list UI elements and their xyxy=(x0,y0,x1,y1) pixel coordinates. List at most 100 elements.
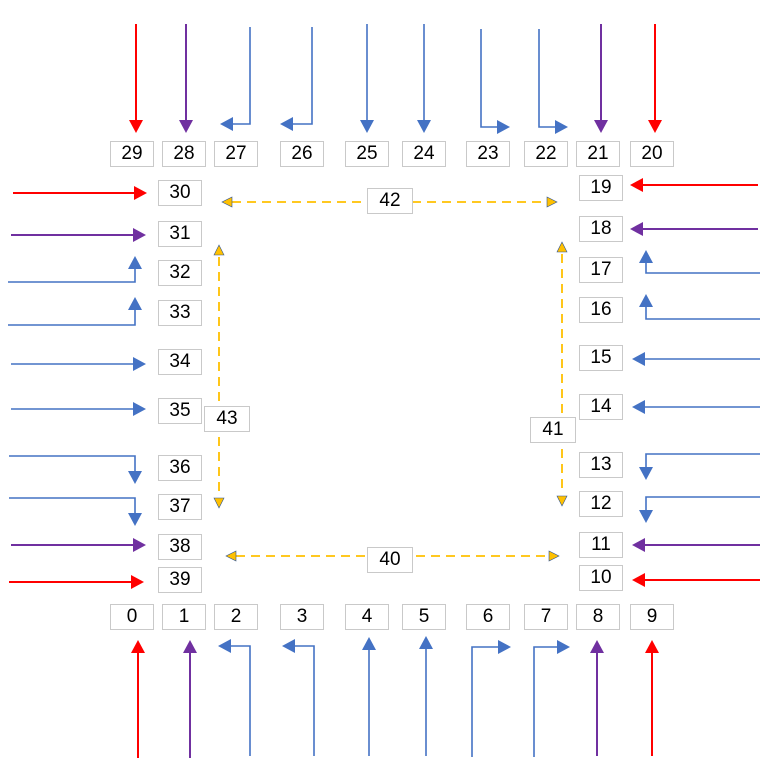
node-37: 37 xyxy=(158,494,202,520)
node-22: 22 xyxy=(524,141,568,167)
conflict-40-right-head xyxy=(548,550,560,562)
arrow-to-6-head xyxy=(498,640,511,654)
conflict-41-down-head xyxy=(556,495,568,507)
node-8: 8 xyxy=(576,604,620,630)
arrow-to-33 xyxy=(8,309,136,326)
node-23: 23 xyxy=(466,141,510,167)
conflict-40-left-head xyxy=(225,550,237,562)
arrow-to-7 xyxy=(533,646,558,757)
node-13: 13 xyxy=(579,452,623,478)
node-34: 34 xyxy=(158,349,202,375)
arrow-to-1-head xyxy=(183,640,197,653)
arrow-to-22-head xyxy=(555,120,568,134)
arrow-to-29-head xyxy=(129,120,143,133)
conflict-41-up-head xyxy=(556,241,568,253)
arrow-to-4-head xyxy=(362,637,376,650)
arrow-to-8-head xyxy=(590,640,604,653)
arrow-to-35-head xyxy=(133,402,146,416)
arrow-to-16-head xyxy=(639,294,653,307)
arrow-to-28-head xyxy=(179,120,193,133)
arrow-to-27 xyxy=(232,27,251,125)
node-14: 14 xyxy=(579,394,623,420)
arrow-to-23-head xyxy=(497,120,510,134)
node-41: 41 xyxy=(530,417,576,443)
arrow-to-13-head xyxy=(639,467,653,480)
arrow-to-27-head xyxy=(220,117,233,131)
arrow-to-34-head xyxy=(133,357,146,371)
arrow-to-39-head xyxy=(131,575,144,589)
arrow-to-2-head xyxy=(218,639,231,653)
node-43: 43 xyxy=(204,406,250,432)
node-17: 17 xyxy=(579,257,623,283)
arrow-to-17-head xyxy=(639,250,653,263)
node-2: 2 xyxy=(214,604,258,630)
arrow-to-24-head xyxy=(417,120,431,133)
arrow-to-3 xyxy=(294,645,315,756)
conflict-43-up-head xyxy=(213,244,225,256)
arrow-to-3-head xyxy=(282,639,295,653)
node-11: 11 xyxy=(579,532,623,558)
arrow-to-2 xyxy=(230,645,251,756)
node-28: 28 xyxy=(162,141,206,167)
arrow-to-15-head xyxy=(632,352,645,366)
node-19: 19 xyxy=(579,175,623,201)
node-27: 27 xyxy=(214,141,258,167)
node-1: 1 xyxy=(162,604,206,630)
arrow-to-21-head xyxy=(594,120,608,133)
arrow-to-14-head xyxy=(632,400,645,414)
arrow-to-5-head xyxy=(419,636,433,649)
node-16: 16 xyxy=(579,297,623,323)
node-40: 40 xyxy=(367,547,413,573)
arrow-to-20-head xyxy=(648,120,662,133)
arrow-to-32 xyxy=(8,268,136,283)
arrow-to-37 xyxy=(9,497,136,514)
arrow-to-0-head xyxy=(131,640,145,653)
node-3: 3 xyxy=(280,604,324,630)
arrow-to-18-head xyxy=(630,222,643,236)
node-35: 35 xyxy=(158,398,202,424)
node-10: 10 xyxy=(579,565,623,591)
node-20: 20 xyxy=(630,141,674,167)
arrow-to-19-head xyxy=(630,178,643,192)
node-18: 18 xyxy=(579,216,623,242)
node-38: 38 xyxy=(158,534,202,560)
arrow-to-17 xyxy=(645,262,760,274)
arrow-to-25-head xyxy=(360,120,374,133)
node-7: 7 xyxy=(524,604,568,630)
node-21: 21 xyxy=(576,141,620,167)
arrow-to-32-head xyxy=(128,256,142,269)
conflict-42-right-head xyxy=(546,196,558,208)
arrow-to-37-head xyxy=(128,513,142,526)
arrow-to-6 xyxy=(471,646,499,757)
node-32: 32 xyxy=(158,260,202,286)
node-36: 36 xyxy=(158,455,202,481)
arrow-to-12 xyxy=(645,496,760,511)
conflict-43-down-head xyxy=(213,497,225,509)
arrow-to-36 xyxy=(9,455,136,472)
arrow-to-22 xyxy=(538,29,556,128)
node-6: 6 xyxy=(466,604,510,630)
node-12: 12 xyxy=(579,491,623,517)
conflict-42-left-head xyxy=(221,196,233,208)
node-15: 15 xyxy=(579,345,623,371)
arrow-to-23 xyxy=(480,29,498,128)
node-25: 25 xyxy=(345,141,389,167)
node-31: 31 xyxy=(158,221,202,247)
arrow-to-13 xyxy=(645,453,760,468)
arrow-to-36-head xyxy=(128,471,142,484)
arrow-to-7-head xyxy=(557,640,570,654)
arrow-to-26-head xyxy=(280,117,293,131)
node-39: 39 xyxy=(158,567,202,593)
arrow-to-10-head xyxy=(632,573,645,587)
node-42: 42 xyxy=(367,188,413,214)
arrow-to-38-head xyxy=(133,538,146,552)
node-30: 30 xyxy=(158,180,202,206)
arrow-to-26 xyxy=(292,27,313,125)
arrow-to-33-head xyxy=(128,297,142,310)
node-26: 26 xyxy=(280,141,324,167)
node-5: 5 xyxy=(402,604,446,630)
node-29: 29 xyxy=(110,141,154,167)
node-24: 24 xyxy=(402,141,446,167)
